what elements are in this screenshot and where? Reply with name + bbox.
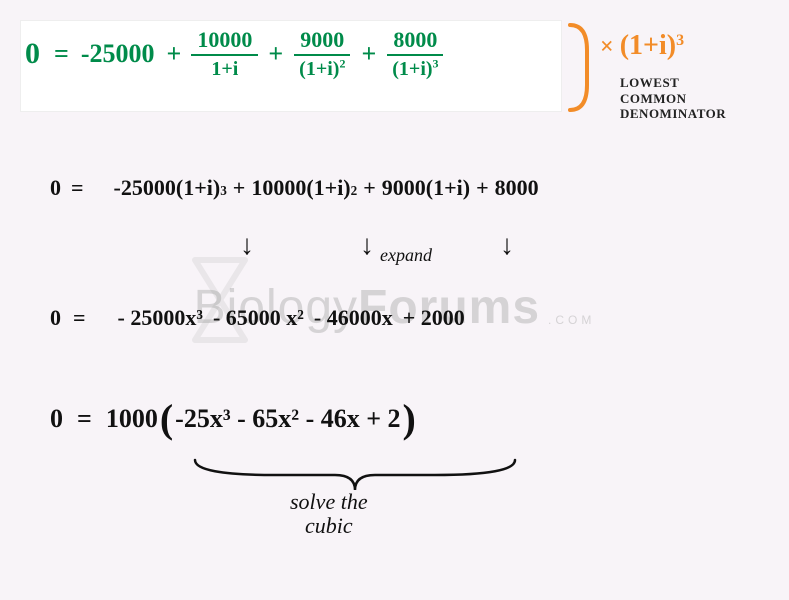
lcd-line2: COMMON (620, 91, 726, 107)
equation-3: 0 = - 25000x³ - 65000 x² - 46000x + 2000 (50, 305, 465, 331)
eq2-t1: (1+i)3 (176, 175, 227, 201)
frac1-den: 1+i (205, 56, 244, 80)
frac2-den-exp: 2 (339, 57, 345, 71)
mult-base: (1+i) (620, 30, 676, 61)
solve-note: solve the cubic (290, 490, 368, 538)
frac1-num: 10000 (191, 28, 258, 56)
eq2-plus3: + (476, 175, 489, 201)
equation-2: 0 = -25000 (1+i)3 + 10000 (1+i)2 + 9000 … (50, 175, 539, 201)
expand-label: expand (380, 245, 432, 266)
lparen-icon: ( (160, 395, 173, 442)
eq4-lhs: 0 (50, 404, 63, 434)
math-canvas: 0 = -25000 + 10000 1+i + 9000 (1+i)2 + 8… (0, 0, 789, 600)
eq4-factor: 1000 (106, 404, 158, 434)
eq1-term1: -25000 (81, 39, 155, 69)
equation-1: 0 = -25000 + 10000 1+i + 9000 (1+i)2 + 8… (25, 28, 449, 80)
eq2-eq: = (71, 175, 84, 201)
eq2-t2-base: (1+i) (306, 175, 350, 201)
eq1-frac1: 10000 1+i (191, 28, 258, 80)
eq2-t2: (1+i)2 (306, 175, 357, 201)
arrow-icon: ↓ (360, 230, 374, 262)
eq2-plus2: + (363, 175, 376, 201)
times-icon: × (600, 34, 614, 60)
eq1-frac2: 9000 (1+i)2 (293, 28, 351, 80)
frac3-den-base: (1+i) (392, 58, 432, 80)
eq1-equals: = (54, 39, 69, 69)
eq2-t1-base: (1+i) (176, 175, 220, 201)
multiplier: × (1+i)3 (600, 30, 684, 62)
frac2-num: 9000 (294, 28, 350, 56)
solve-line1: solve the (290, 490, 368, 514)
eq1-lhs: 0 (25, 37, 40, 71)
watermark-suffix: .COM (548, 313, 595, 335)
eq3-t3: - 46000x (314, 305, 393, 331)
eq4-eq: = (77, 404, 92, 434)
eq3-t4: + 2000 (403, 305, 465, 331)
bracket-icon (565, 20, 595, 115)
equation-4: 0 = 1000 ( -25x³ - 65x² - 46x + 2 ) (50, 395, 418, 442)
solve-line2: cubic (290, 514, 368, 538)
eq2-t3c: 9000 (382, 175, 426, 201)
eq1-plus3: + (361, 39, 376, 69)
eq1-plus2: + (268, 39, 283, 69)
eq2-lhs: 0 (50, 175, 61, 201)
frac3-den-exp: 3 (433, 57, 439, 71)
rparen-icon: ) (403, 395, 416, 442)
eq3-lhs: 0 (50, 305, 61, 331)
eq2-t1c: -25000 (114, 175, 176, 201)
frac2-den-base: (1+i) (299, 58, 339, 80)
mult-exp: 3 (676, 32, 684, 49)
arrow-icon: ↓ (240, 230, 254, 262)
expand-arrows: ↓ ↓ expand ↓ (240, 230, 620, 290)
lcd-line3: DENOMINATOR (620, 106, 726, 122)
frac3-num: 8000 (387, 28, 443, 56)
frac3-den: (1+i)3 (386, 56, 444, 80)
eq2-plus1: + (233, 175, 246, 201)
eq2-t3-base: (1+i) (426, 175, 470, 201)
eq3-t1: - 25000x³ (118, 305, 203, 331)
eq2-t4: 8000 (495, 175, 539, 201)
lcd-note: LOWEST COMMON DENOMINATOR (620, 75, 726, 122)
eq3-t2: - 65000 x² (213, 305, 304, 331)
lcd-line1: LOWEST (620, 75, 726, 91)
eq1-plus1: + (167, 39, 182, 69)
arrow-icon: ↓ (500, 230, 514, 262)
eq1-frac3: 8000 (1+i)3 (386, 28, 444, 80)
eq3-eq: = (73, 305, 86, 331)
eq4-inner: -25x³ - 65x² - 46x + 2 (175, 404, 400, 434)
eq2-t2c: 10000 (251, 175, 306, 201)
frac2-den: (1+i)2 (293, 56, 351, 80)
